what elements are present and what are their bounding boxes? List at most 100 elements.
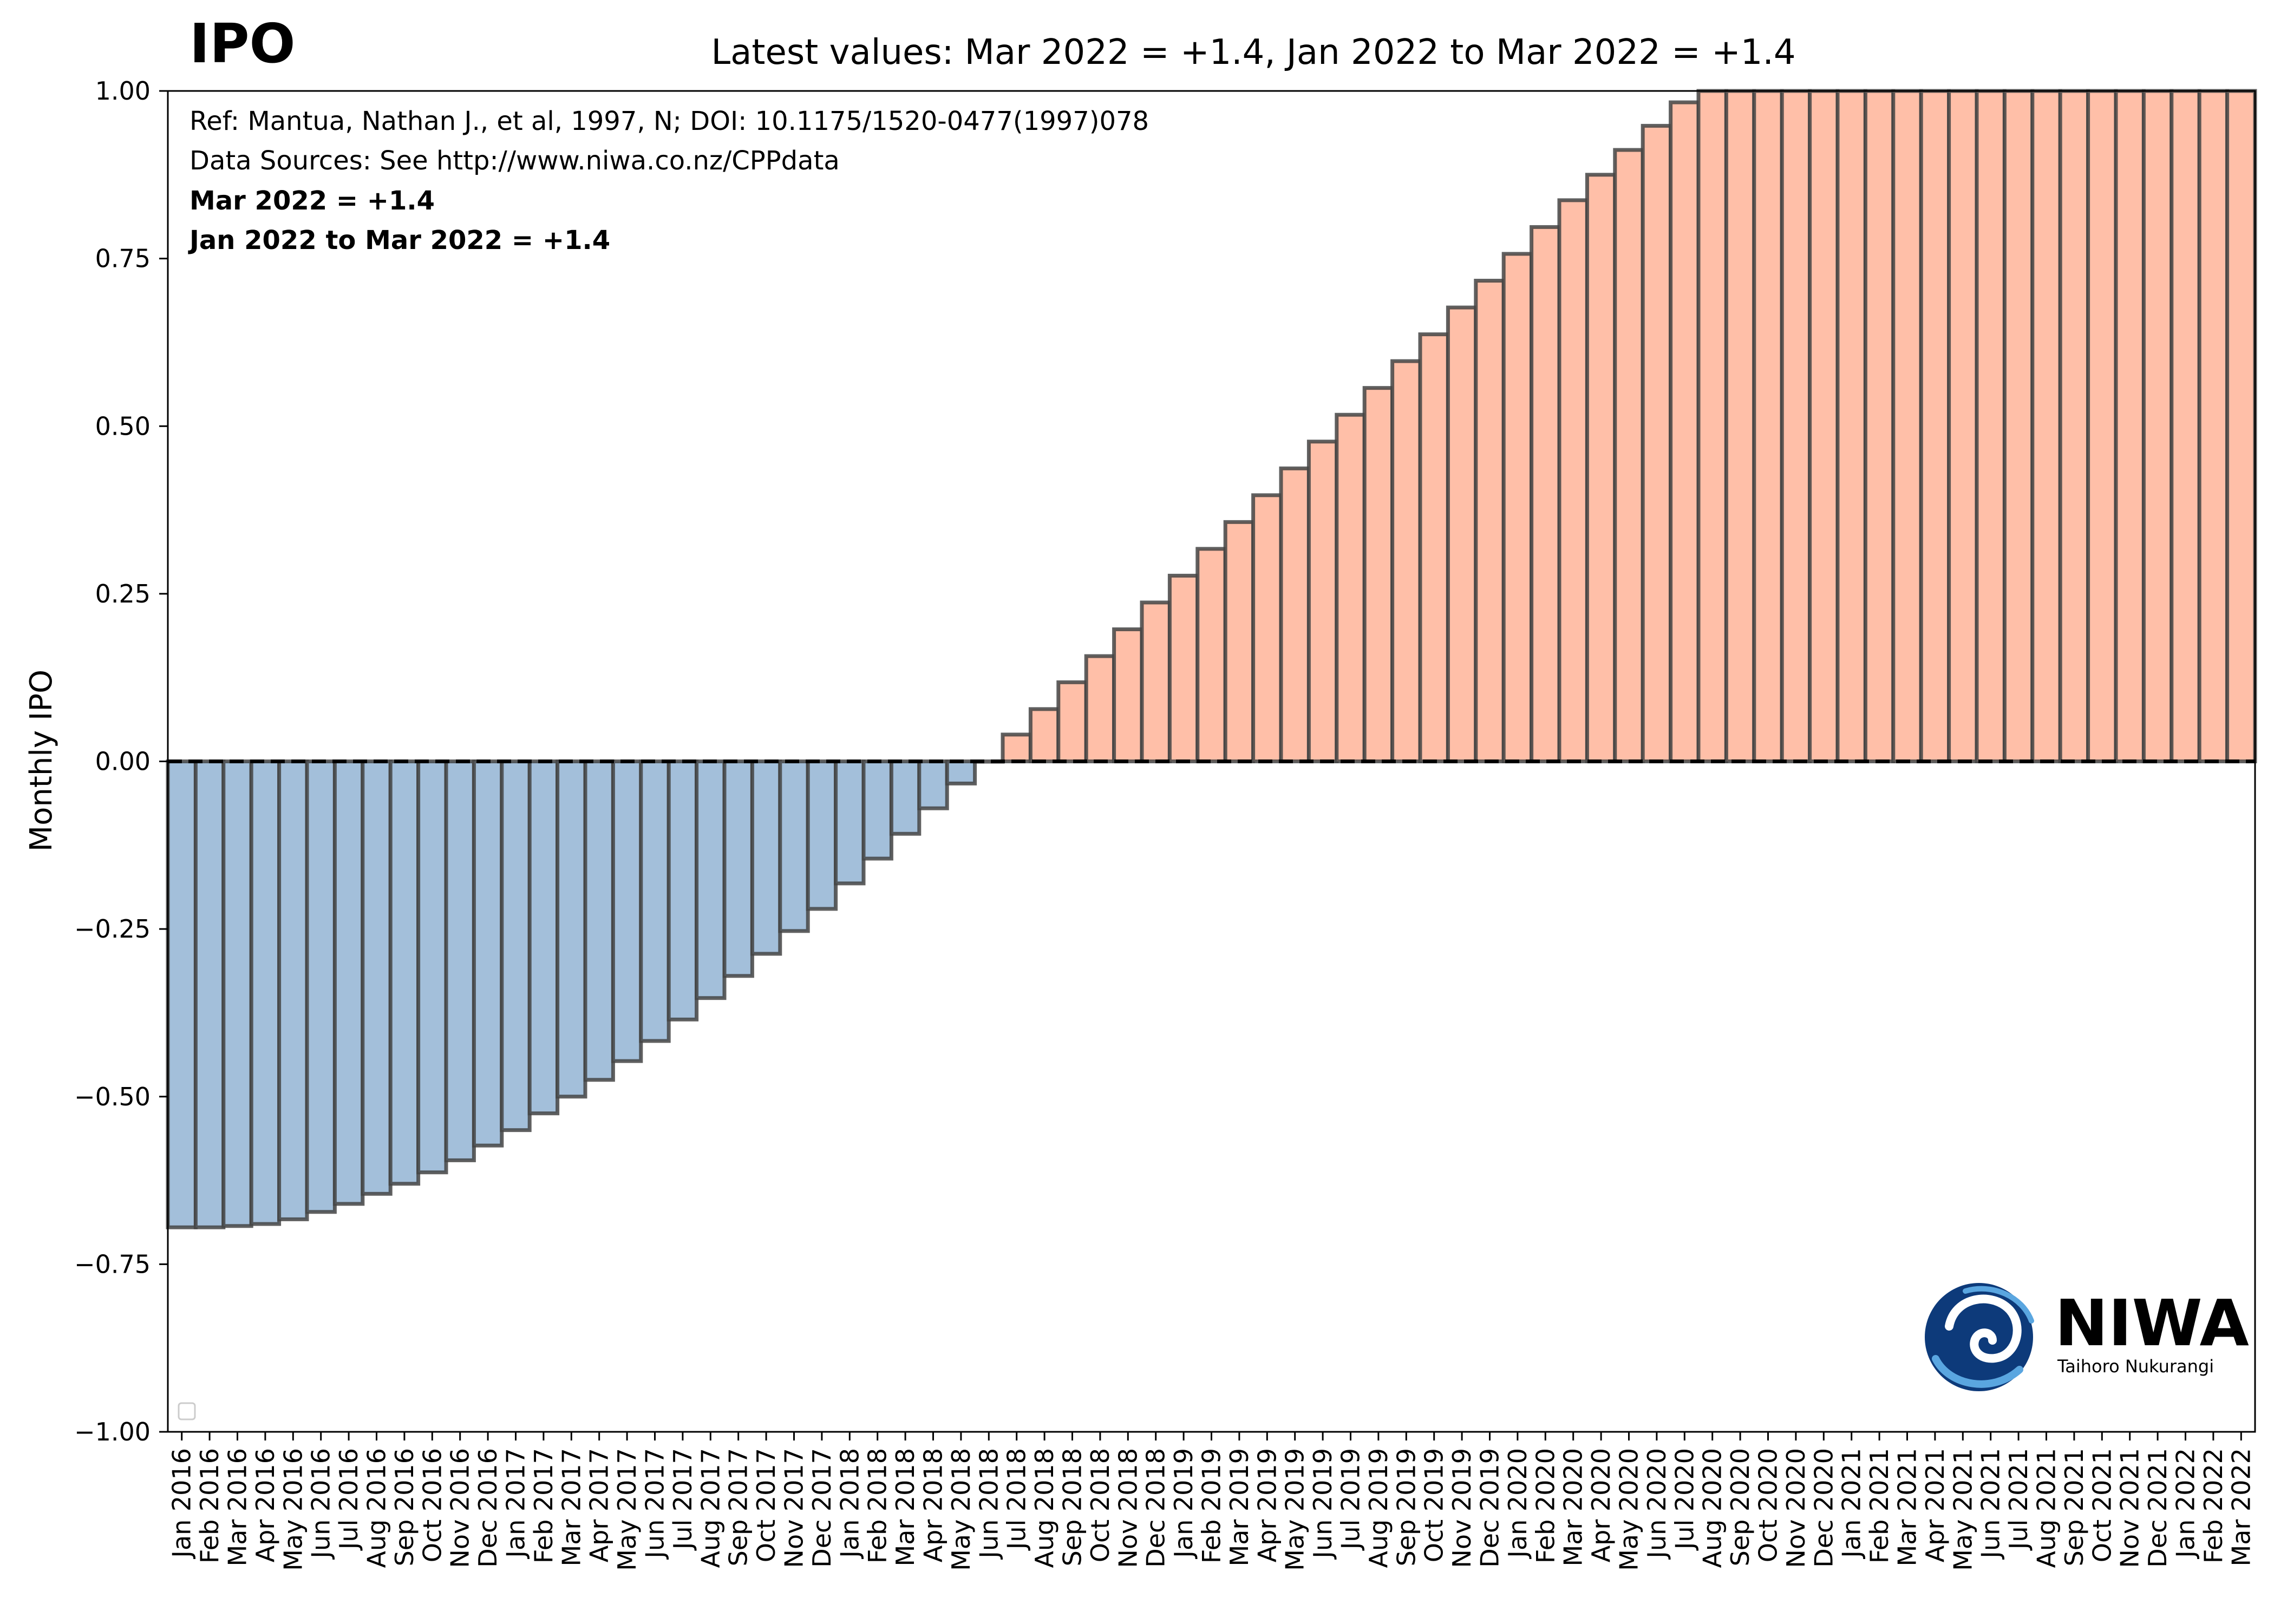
bar-31 xyxy=(1028,707,1061,763)
bars-group xyxy=(166,89,2257,1229)
x-tick-label: Feb 2016 xyxy=(195,1448,224,1563)
x-tick-label: Sep 2020 xyxy=(1726,1448,1755,1566)
bar-44 xyxy=(1390,359,1422,763)
bar-32 xyxy=(1056,680,1088,764)
y-tick-label: 0.25 xyxy=(95,579,151,608)
bar-15 xyxy=(583,759,615,1082)
x-tick-label: Jul 2020 xyxy=(1670,1448,1699,1551)
bar-39 xyxy=(1251,493,1283,763)
x-tick-label: Jul 2021 xyxy=(2004,1448,2033,1551)
bar-0 xyxy=(166,759,198,1229)
bar-49 xyxy=(1530,225,1561,763)
chart-subtitle: Latest values: Mar 2022 = +1.4, Jan 2022… xyxy=(711,32,1795,73)
bar-26 xyxy=(889,759,922,836)
bar-27 xyxy=(917,759,949,810)
x-tick-label: Oct 2021 xyxy=(2087,1448,2116,1562)
y-tick-label: −0.50 xyxy=(74,1082,151,1111)
bar-42 xyxy=(1335,412,1367,763)
x-tick-label: Nov 2017 xyxy=(780,1448,809,1568)
x-tick-label: Jun 2016 xyxy=(306,1448,336,1560)
x-tick-label: Dec 2020 xyxy=(1809,1448,1838,1568)
x-tick-label: Sep 2016 xyxy=(390,1448,419,1566)
bar-46 xyxy=(1446,305,1478,763)
bar-5 xyxy=(305,759,337,1214)
x-tick-label: Feb 2018 xyxy=(863,1448,892,1563)
bar-35 xyxy=(1140,600,1172,763)
bar-13 xyxy=(527,759,560,1116)
x-tick-label: Mar 2020 xyxy=(1559,1448,1588,1566)
bar-14 xyxy=(556,759,587,1099)
x-tick-label: Mar 2017 xyxy=(557,1448,586,1566)
x-tick-label: Feb 2021 xyxy=(1865,1448,1894,1563)
bar-62 xyxy=(1891,89,1923,763)
plot-frame xyxy=(167,90,2256,1433)
niwa-logo-tagline: Taihoro Nukurangi xyxy=(2057,1356,2214,1377)
x-tick-label: Nov 2018 xyxy=(1113,1448,1142,1568)
x-tick-label: Jan 2017 xyxy=(501,1448,531,1560)
y-tick-label: 0.75 xyxy=(95,244,151,273)
x-tick-label: Sep 2019 xyxy=(1391,1448,1421,1566)
x-tick-label: Jan 2019 xyxy=(1169,1448,1198,1560)
x-tick-label: Feb 2017 xyxy=(529,1448,558,1563)
niwa-swirl-icon xyxy=(1925,1283,2034,1391)
bar-52 xyxy=(1613,148,1645,763)
bar-72 xyxy=(2170,89,2201,763)
x-tick-label: Jul 2017 xyxy=(668,1448,697,1551)
bar-25 xyxy=(861,759,893,861)
x-tick-label: Mar 2016 xyxy=(223,1448,252,1566)
bar-33 xyxy=(1084,654,1116,764)
x-tick-label: Dec 2021 xyxy=(2143,1448,2172,1568)
annotations-group: Ref: Mantua, Nathan J., et al, 1997, N; … xyxy=(188,106,1149,256)
x-tick-label: Aug 2021 xyxy=(2032,1448,2061,1568)
x-tick-label: Aug 2019 xyxy=(1364,1448,1393,1568)
x-tick-label: May 2018 xyxy=(946,1448,976,1571)
x-tick-label: May 2021 xyxy=(1948,1448,1977,1571)
x-tick-label: Feb 2022 xyxy=(2199,1448,2228,1563)
x-tick-label: Jan 2021 xyxy=(1837,1448,1866,1560)
x-tick-label: Mar 2021 xyxy=(1893,1448,1922,1566)
annotation-1: Data Sources: See http://www.niwa.co.nz/… xyxy=(190,146,840,176)
x-tick-label: Aug 2016 xyxy=(362,1448,391,1568)
x-tick-label: Jun 2021 xyxy=(1976,1448,2005,1560)
x-tick-label: May 2019 xyxy=(1280,1448,1310,1571)
bar-10 xyxy=(444,759,476,1162)
bar-21 xyxy=(750,759,782,956)
bar-71 xyxy=(2141,89,2174,763)
bar-64 xyxy=(1947,89,1979,763)
bar-1 xyxy=(193,759,226,1229)
bar-50 xyxy=(1557,198,1589,763)
bar-56 xyxy=(1724,89,1756,763)
bar-37 xyxy=(1195,547,1227,763)
bar-57 xyxy=(1752,89,1784,763)
bar-28 xyxy=(945,759,977,785)
bar-69 xyxy=(2086,89,2118,763)
x-tick-label: Mar 2018 xyxy=(891,1448,920,1566)
bar-45 xyxy=(1418,332,1450,763)
bar-12 xyxy=(500,759,532,1132)
bar-61 xyxy=(1863,89,1896,763)
x-tick-label: Jan 2018 xyxy=(835,1448,864,1560)
x-tick-label: Oct 2017 xyxy=(752,1448,781,1562)
bar-2 xyxy=(221,759,253,1228)
bar-23 xyxy=(806,759,838,911)
x-tick-label: Nov 2019 xyxy=(1447,1448,1476,1568)
bar-41 xyxy=(1306,440,1339,763)
x-tick-label: Nov 2021 xyxy=(2115,1448,2145,1568)
x-tick-label: Jan 2016 xyxy=(167,1448,197,1560)
bar-54 xyxy=(1669,100,1701,764)
niwa-logo: NIWA Taihoro Nukurangi xyxy=(1925,1283,2249,1391)
x-tick-label: Sep 2017 xyxy=(724,1448,753,1566)
bar-66 xyxy=(2002,89,2035,763)
bar-68 xyxy=(2058,89,2090,763)
x-tick-label: Oct 2020 xyxy=(1754,1448,1783,1562)
x-tick-label: Dec 2019 xyxy=(1475,1448,1505,1568)
bar-59 xyxy=(1808,89,1840,763)
bar-6 xyxy=(332,759,365,1206)
x-tick-label: Jun 2019 xyxy=(1308,1448,1337,1560)
x-tick-label: Sep 2021 xyxy=(2060,1448,2089,1566)
bar-60 xyxy=(1835,89,1867,763)
bar-73 xyxy=(2197,89,2230,763)
y-tick-label: −1.00 xyxy=(74,1417,151,1446)
bar-30 xyxy=(1001,732,1033,763)
